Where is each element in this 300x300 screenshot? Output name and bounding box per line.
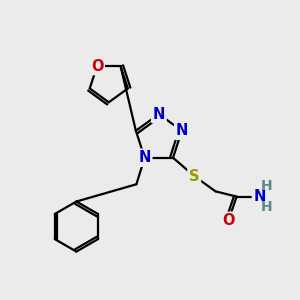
Text: H: H [261,200,273,214]
Text: N: N [139,150,151,165]
Text: O: O [222,213,235,228]
Text: H: H [261,179,273,193]
Text: N: N [153,106,165,122]
Text: S: S [189,169,200,184]
Text: N: N [176,123,188,138]
Text: O: O [91,58,103,74]
Text: N: N [254,189,266,204]
